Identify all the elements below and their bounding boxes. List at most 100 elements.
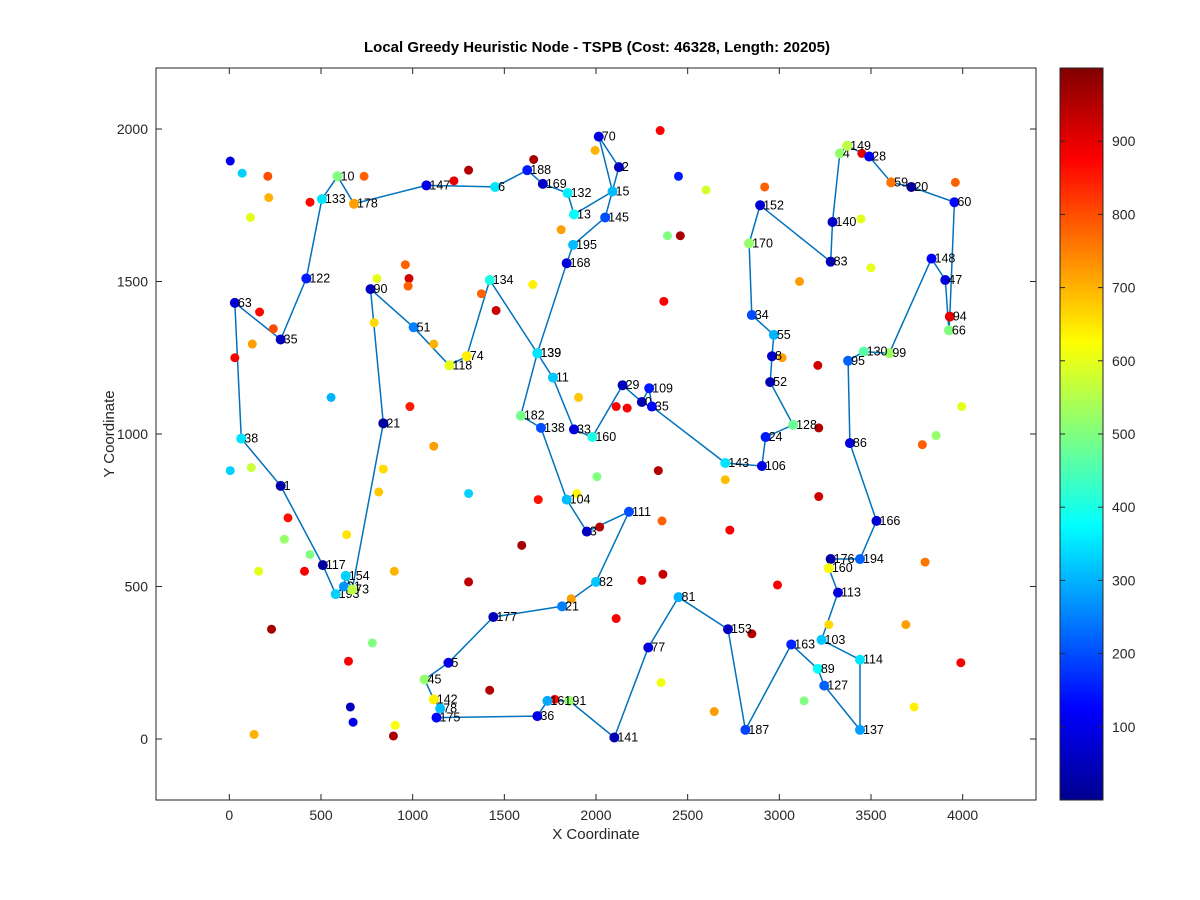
- node-label: 0: [645, 395, 652, 409]
- unvisited-node: [225, 466, 235, 476]
- route-node: [542, 695, 553, 706]
- node-label: 148: [935, 252, 956, 266]
- colorbar: 100 200 300 400 500 600 700 800 900: [1059, 67, 1136, 801]
- unvisited-node: [655, 126, 665, 136]
- unvisited-node: [372, 273, 382, 283]
- unvisited-node: [799, 696, 809, 706]
- unvisited-node: [720, 475, 730, 485]
- unvisited-node: [675, 231, 685, 241]
- route-node: [593, 131, 604, 142]
- route-node: [949, 197, 960, 208]
- route-node: [236, 433, 247, 444]
- route-node: [316, 194, 327, 205]
- node-label: 81: [682, 590, 696, 604]
- node-label: 77: [651, 641, 665, 655]
- node-label: 117: [326, 558, 346, 572]
- node-label: 152: [763, 198, 784, 212]
- route-node: [755, 200, 766, 211]
- unvisited-node: [653, 466, 663, 476]
- unvisited-node: [268, 324, 278, 334]
- node-label: 160: [832, 561, 853, 575]
- unvisited-node: [656, 678, 666, 688]
- route-node: [515, 410, 526, 421]
- route-node: [827, 217, 838, 228]
- route-node: [581, 526, 592, 537]
- unvisited-node: [674, 171, 683, 181]
- unvisited-node: [622, 403, 632, 413]
- unvisited-node: [747, 629, 757, 639]
- node-label: 147: [429, 178, 450, 192]
- route-node: [855, 654, 865, 665]
- route-node: [600, 212, 611, 223]
- route-node: [940, 274, 951, 285]
- y-tick-label: 1500: [117, 274, 148, 290]
- unvisited-node: [389, 566, 399, 576]
- node-label: 29: [626, 378, 640, 392]
- route-node: [723, 624, 733, 635]
- unvisited-node: [950, 177, 960, 187]
- route-node: [926, 253, 937, 264]
- route-node: [340, 570, 351, 581]
- unvisited-node: [374, 487, 384, 497]
- route-node: [435, 703, 446, 714]
- unvisited-node: [378, 464, 388, 474]
- unvisited-node: [305, 549, 315, 559]
- route-node: [349, 198, 359, 209]
- node-label: 139: [540, 346, 561, 360]
- route-node: [812, 663, 823, 674]
- unvisited-node: [390, 720, 400, 730]
- node-label: 11: [556, 371, 569, 385]
- node-label: 73: [355, 583, 369, 597]
- x-tick-label: 2000: [580, 807, 611, 823]
- unvisited-node: [225, 156, 235, 166]
- node-label: 28: [872, 149, 886, 163]
- node-label: 78: [443, 702, 457, 716]
- node-label: 35: [284, 332, 298, 346]
- route-node: [484, 274, 495, 285]
- unvisited-node: [326, 392, 336, 402]
- unvisited-node: [556, 225, 566, 235]
- node-label: 113: [841, 586, 861, 600]
- unvisited-node: [572, 488, 582, 498]
- node-label: 187: [748, 723, 769, 737]
- unvisited-node: [920, 557, 930, 567]
- route-node: [275, 334, 286, 345]
- route-node: [843, 355, 854, 366]
- x-tick-label: 3500: [855, 807, 886, 823]
- node-label: 175: [440, 711, 461, 725]
- unvisited-node: [611, 402, 621, 412]
- node-label: 63: [238, 296, 252, 310]
- node-label: 169: [546, 177, 567, 191]
- unvisited-node: [824, 620, 834, 630]
- unvisited-node: [574, 392, 584, 402]
- node-label: 86: [853, 436, 867, 450]
- unvisited-node: [230, 353, 240, 363]
- unvisited-node: [344, 656, 353, 666]
- node-label: 178: [357, 197, 378, 211]
- unvisited-node: [611, 614, 621, 624]
- unvisited-node: [400, 260, 410, 270]
- route-node: [332, 171, 343, 182]
- node-label: 194: [863, 552, 884, 566]
- unvisited-node: [348, 717, 358, 727]
- unvisited-node: [300, 566, 309, 576]
- unvisited-node: [725, 525, 735, 535]
- unvisited-node: [403, 281, 413, 291]
- x-tick-label: 3000: [764, 807, 795, 823]
- node-label: 106: [765, 459, 786, 473]
- node-label: 149: [850, 139, 871, 153]
- route-node: [944, 311, 955, 322]
- route-node: [825, 554, 836, 565]
- route-node: [673, 592, 684, 603]
- unvisited-node: [267, 624, 276, 634]
- colorbar-tick-label: 100: [1112, 719, 1136, 735]
- route-node: [636, 396, 647, 407]
- route-node: [564, 695, 575, 706]
- node-label: 114: [863, 653, 883, 667]
- route-node: [760, 432, 771, 443]
- route-node: [943, 325, 954, 336]
- colorbar-tick-label: 900: [1112, 133, 1136, 149]
- node-label: 8: [775, 349, 782, 363]
- route-node: [419, 674, 430, 685]
- node-label: 140: [836, 215, 857, 229]
